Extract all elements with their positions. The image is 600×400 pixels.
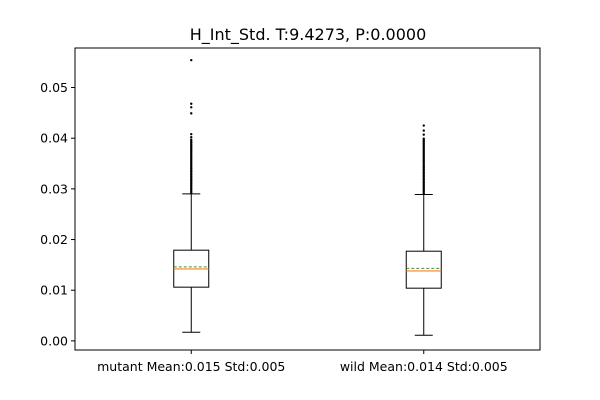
y-axis: 0.00 0.01 0.02 0.03 0.04 0.05 [40,80,75,348]
outlier-point [190,102,193,105]
box-iqr [405,250,442,289]
outlier-point [422,133,425,136]
x-axis: mutant Mean:0.015 Std:0.005 wild Mean:0.0… [97,350,508,374]
outlier-point [190,135,193,139]
y-tick-label: 0.01 [40,283,68,298]
outlier-point [190,58,193,62]
outlier-point [190,132,193,136]
outlier-point [422,124,425,127]
y-tick-label: 0.05 [40,80,68,95]
chart-title: H_Int_Std. T:9.4273, P:0.0000 [190,25,427,45]
box-series [173,58,442,336]
outlier-point [422,137,425,140]
box-group [405,124,442,336]
y-tick-label: 0.00 [40,333,68,348]
plot-frame [74,47,541,351]
outlier-point [190,112,193,115]
y-tick-label: 0.04 [40,131,68,146]
box-group [173,58,210,333]
y-tick-label: 0.03 [40,181,68,196]
outlier-point [190,106,193,109]
x-category-label: wild Mean:0.014 Std:0.005 [340,359,508,374]
y-tick-label: 0.02 [40,232,68,247]
x-category-label: mutant Mean:0.015 Std:0.005 [97,359,285,374]
outlier-point [422,129,425,132]
outlier-point [190,138,193,141]
